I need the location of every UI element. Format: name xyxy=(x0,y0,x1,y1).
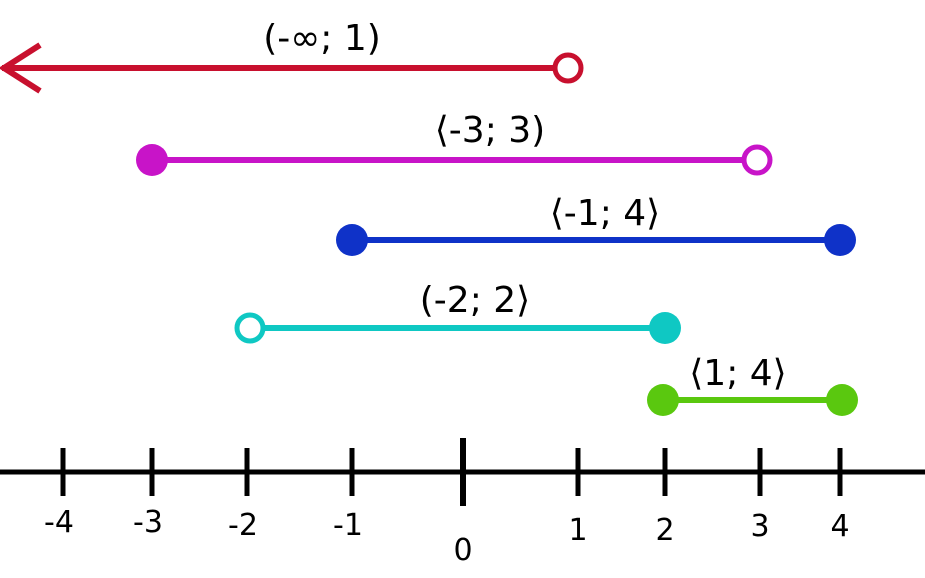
interval-label: (-2; 2⟩ xyxy=(420,280,530,321)
closed-endpoint xyxy=(824,224,856,256)
closed-endpoint xyxy=(649,312,681,344)
tick-label: 2 xyxy=(655,513,674,548)
tick-label: -1 xyxy=(333,508,363,543)
interval-label: (-∞; 1) xyxy=(263,18,381,59)
tick-label: 3 xyxy=(750,509,769,544)
closed-endpoint xyxy=(826,384,858,416)
arrow-left-icon xyxy=(0,42,42,94)
tick-label: -3 xyxy=(133,505,163,540)
tick-label: 4 xyxy=(830,509,849,544)
tick-label: 1 xyxy=(568,513,587,548)
open-endpoint xyxy=(552,52,584,84)
open-endpoint xyxy=(741,144,773,176)
tick-label: -4 xyxy=(44,505,74,540)
tick-label: 0 xyxy=(453,533,472,568)
interval-label: ⟨-1; 4⟩ xyxy=(550,193,660,234)
interval-label: ⟨-3; 3) xyxy=(435,110,545,151)
closed-endpoint xyxy=(647,384,679,416)
open-endpoint xyxy=(234,312,266,344)
closed-endpoint xyxy=(336,224,368,256)
interval-label: ⟨1; 4⟩ xyxy=(689,353,786,394)
tick-label: -2 xyxy=(228,508,258,543)
closed-endpoint xyxy=(136,144,168,176)
